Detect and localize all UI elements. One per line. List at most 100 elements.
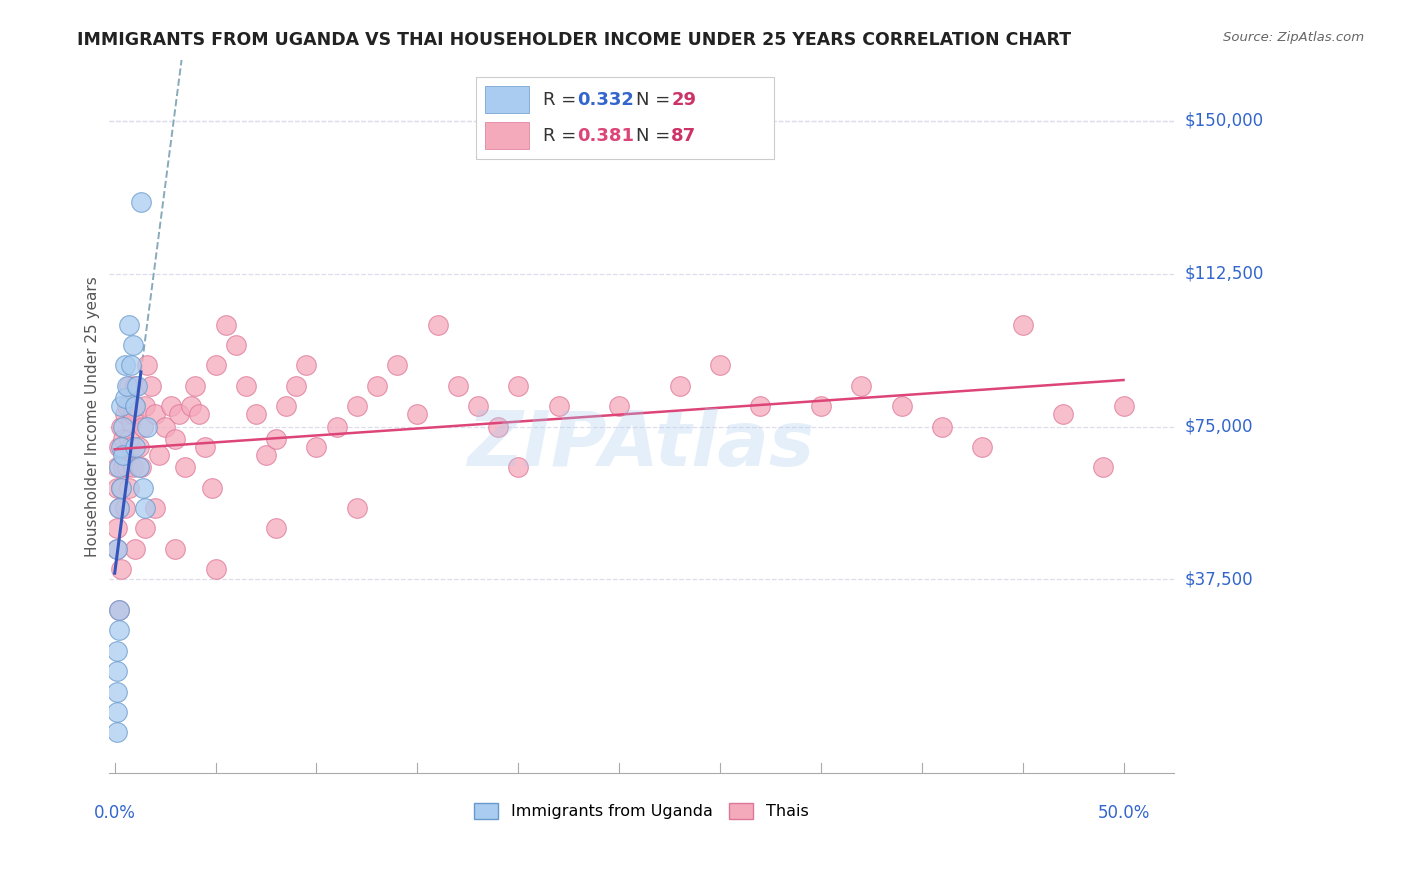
- Point: [132, 419, 155, 434]
- Text: $75,000: $75,000: [1185, 417, 1254, 435]
- Point: [467, 399, 489, 413]
- Point: [120, 359, 142, 373]
- Point: [105, 481, 128, 495]
- Point: [225, 338, 247, 352]
- Point: [107, 624, 129, 638]
- Point: [214, 318, 236, 332]
- Point: [105, 684, 128, 698]
- Point: [295, 359, 318, 373]
- Point: [114, 391, 136, 405]
- Y-axis label: Householder Income Under 25 years: Householder Income Under 25 years: [86, 276, 100, 557]
- Text: N =: N =: [636, 127, 676, 145]
- Point: [110, 399, 132, 413]
- Point: [1011, 318, 1033, 332]
- Point: [264, 432, 287, 446]
- Point: [204, 359, 226, 373]
- Point: [245, 407, 267, 421]
- Point: [105, 644, 128, 658]
- Point: [121, 460, 143, 475]
- Point: [165, 432, 187, 446]
- Text: IMMIGRANTS FROM UGANDA VS THAI HOUSEHOLDER INCOME UNDER 25 YEARS CORRELATION CHA: IMMIGRANTS FROM UGANDA VS THAI HOUSEHOLD…: [77, 31, 1071, 49]
- Point: [114, 407, 136, 421]
- Point: [115, 460, 138, 475]
- Point: [124, 440, 146, 454]
- Text: 0.0%: 0.0%: [94, 804, 135, 822]
- Text: $150,000: $150,000: [1185, 112, 1264, 129]
- Point: [547, 399, 569, 413]
- Point: [254, 448, 277, 462]
- Point: [972, 440, 994, 454]
- Point: [143, 501, 166, 516]
- Point: [121, 407, 143, 421]
- Point: [105, 541, 128, 556]
- Point: [111, 460, 134, 475]
- FancyBboxPatch shape: [485, 86, 530, 113]
- Point: [118, 378, 141, 392]
- Point: [107, 501, 129, 516]
- Text: 29: 29: [671, 91, 696, 109]
- Text: R =: R =: [543, 91, 582, 109]
- Point: [508, 460, 530, 475]
- Point: [115, 378, 138, 392]
- Text: 0.381: 0.381: [578, 127, 634, 145]
- Point: [105, 705, 128, 719]
- Point: [129, 195, 152, 210]
- Point: [132, 481, 155, 495]
- Text: $112,500: $112,500: [1185, 265, 1264, 283]
- Point: [115, 399, 138, 413]
- Point: [143, 407, 166, 421]
- Point: [1052, 407, 1074, 421]
- Point: [366, 378, 388, 392]
- Text: Source: ZipAtlas.com: Source: ZipAtlas.com: [1223, 31, 1364, 45]
- Point: [153, 419, 176, 434]
- Point: [385, 359, 408, 373]
- Point: [1112, 399, 1135, 413]
- Point: [276, 399, 298, 413]
- Point: [124, 399, 146, 413]
- Point: [105, 725, 128, 739]
- Point: [709, 359, 731, 373]
- Point: [931, 419, 953, 434]
- Point: [1092, 460, 1115, 475]
- Point: [668, 378, 690, 392]
- Point: [128, 460, 150, 475]
- FancyBboxPatch shape: [477, 78, 775, 160]
- Point: [810, 399, 832, 413]
- Point: [136, 359, 159, 373]
- Point: [128, 440, 150, 454]
- Point: [285, 378, 308, 392]
- Point: [107, 440, 129, 454]
- Point: [105, 664, 128, 678]
- Point: [120, 440, 142, 454]
- Point: [447, 378, 470, 392]
- Point: [110, 562, 132, 576]
- Point: [118, 481, 141, 495]
- Point: [749, 399, 772, 413]
- Point: [406, 407, 429, 421]
- Point: [188, 407, 211, 421]
- Point: [508, 378, 530, 392]
- Point: [120, 416, 142, 430]
- Point: [107, 501, 129, 516]
- Point: [107, 460, 129, 475]
- Point: [194, 440, 217, 454]
- Point: [325, 419, 347, 434]
- Point: [110, 481, 132, 495]
- Point: [114, 359, 136, 373]
- Point: [204, 562, 226, 576]
- Point: [264, 521, 287, 535]
- Legend: Immigrants from Uganda, Thais: Immigrants from Uganda, Thais: [468, 797, 814, 826]
- Point: [105, 460, 128, 475]
- Point: [235, 378, 257, 392]
- Text: ZIPAtlas: ZIPAtlas: [468, 408, 815, 482]
- Point: [200, 481, 222, 495]
- Point: [111, 419, 134, 434]
- Point: [346, 399, 368, 413]
- Point: [890, 399, 912, 413]
- Point: [125, 378, 148, 392]
- Point: [346, 501, 368, 516]
- Point: [110, 440, 132, 454]
- Point: [124, 378, 146, 392]
- Point: [426, 318, 449, 332]
- Text: N =: N =: [636, 91, 676, 109]
